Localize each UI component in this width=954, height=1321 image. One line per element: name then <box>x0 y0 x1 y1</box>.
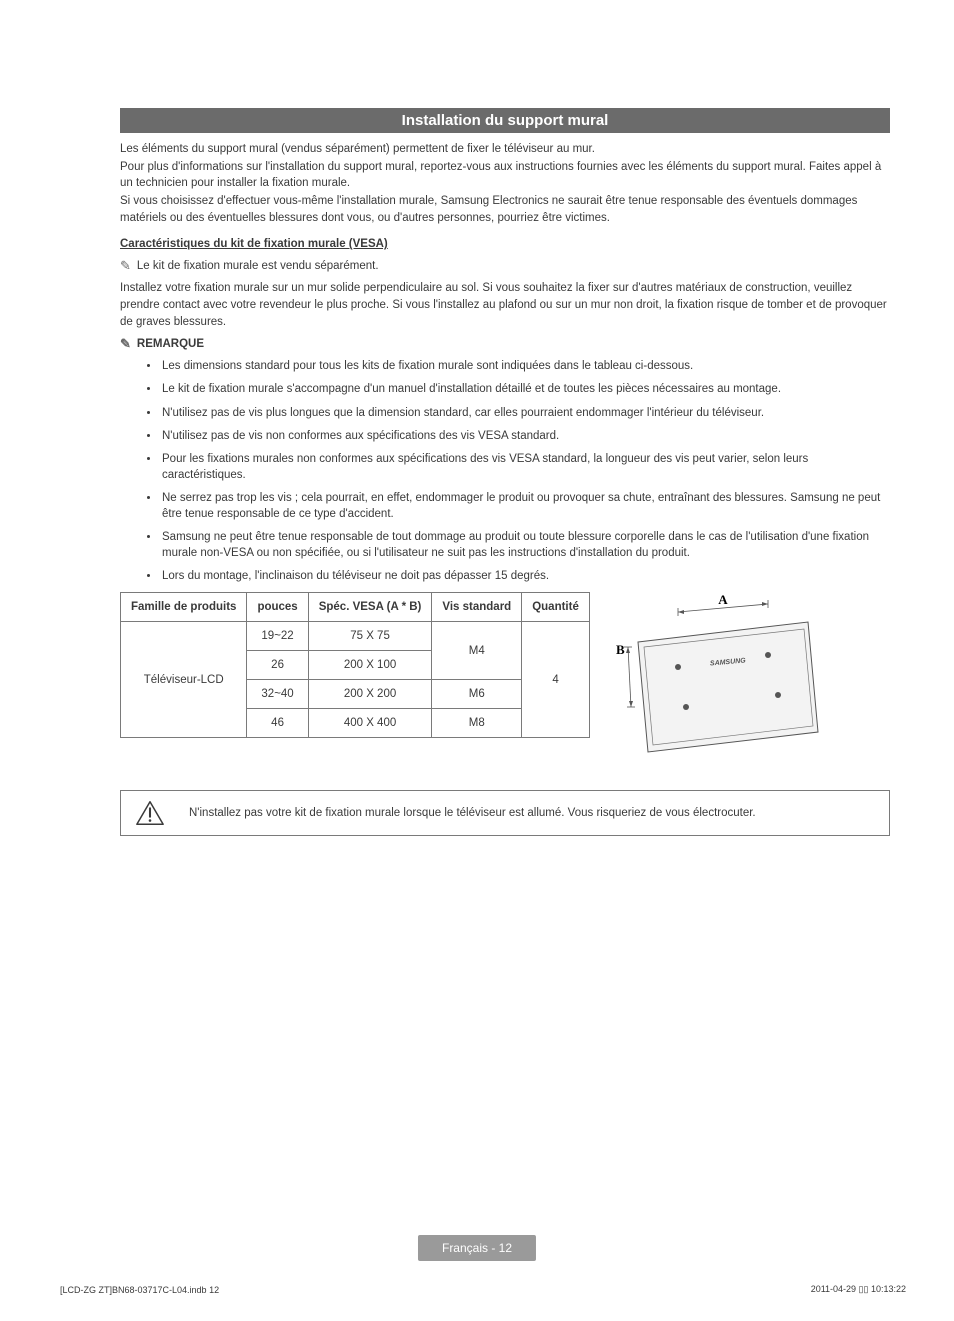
cell-qty: 4 <box>522 622 590 738</box>
remark-item: N'utilisez pas de vis plus longues que l… <box>160 405 890 421</box>
remark-item: Le kit de fixation murale s'accompagne d… <box>160 381 890 397</box>
cell-vesa: 400 X 400 <box>308 709 432 738</box>
page-number-pill: Français - 12 <box>418 1235 536 1261</box>
note-icon: ✎ <box>120 336 131 352</box>
vesa-spec-table: Famille de produits pouces Spéc. VESA (A… <box>120 592 590 738</box>
cell-product-family: Téléviseur-LCD <box>121 622 247 738</box>
cell-inches: 46 <box>247 709 308 738</box>
remark-item: N'utilisez pas de vis non conformes aux … <box>160 428 890 444</box>
table-header: Famille de produits <box>121 593 247 622</box>
page-number-text: Français - 12 <box>442 1241 512 1255</box>
table-header-row: Famille de produits pouces Spéc. VESA (A… <box>121 593 590 622</box>
cell-vesa: 200 X 100 <box>308 651 432 680</box>
document-page: Installation du support mural Les élémen… <box>0 0 954 876</box>
table-header: Spéc. VESA (A * B) <box>308 593 432 622</box>
intro-line: Si vous choisissez d'effectuer vous-même… <box>120 193 890 226</box>
footer-right-text: 2011-04-29 ▯▯ 10:13:22 <box>811 1284 906 1295</box>
tv-back-diagram: SAMSUNG A B <box>608 592 890 762</box>
remark-item: Ne serrez pas trop les vis ; cela pourra… <box>160 490 890 522</box>
cell-inches: 19~22 <box>247 622 308 651</box>
remarque-label: REMARQUE <box>137 338 204 350</box>
vesa-subheading: Caractéristiques du kit de fixation mura… <box>120 238 890 250</box>
cell-screw: M4 <box>432 622 522 680</box>
remarks-list: Les dimensions standard pour tous les ki… <box>120 358 890 584</box>
warning-icon <box>135 799 165 827</box>
cell-inches: 32~40 <box>247 680 308 709</box>
warning-box: N'installez pas votre kit de fixation mu… <box>120 790 890 836</box>
cell-vesa: 75 X 75 <box>308 622 432 651</box>
intro-line: Pour plus d'informations sur l'installat… <box>120 159 890 192</box>
table-header: Vis standard <box>432 593 522 622</box>
cell-vesa: 200 X 200 <box>308 680 432 709</box>
diagram-label-a: A <box>718 592 728 607</box>
kit-note-row: ✎ Le kit de fixation murale est vendu sé… <box>120 258 890 274</box>
table-header: pouces <box>247 593 308 622</box>
footer-left-text: [LCD-ZG ZT]BN68-03717C-L04.indb 12 <box>60 1285 219 1295</box>
kit-note-text: Le kit de fixation murale est vendu sépa… <box>137 260 379 272</box>
table-row: Téléviseur-LCD 19~22 75 X 75 M4 4 <box>121 622 590 651</box>
warning-text: N'installez pas votre kit de fixation mu… <box>189 807 756 819</box>
table-header: Quantité <box>522 593 590 622</box>
intro-line: Les éléments du support mural (vendus sé… <box>120 141 890 158</box>
cell-screw: M6 <box>432 680 522 709</box>
remark-item: Lors du montage, l'inclinaison du télévi… <box>160 568 890 584</box>
diagram-svg: SAMSUNG A B <box>608 592 828 762</box>
note-icon: ✎ <box>120 258 131 274</box>
section-title-bar: Installation du support mural <box>120 108 890 133</box>
intro-block: Les éléments du support mural (vendus sé… <box>120 141 890 226</box>
remark-item: Pour les fixations murales non conformes… <box>160 451 890 483</box>
cell-screw: M8 <box>432 709 522 738</box>
section-title: Installation du support mural <box>402 112 609 129</box>
cell-inches: 26 <box>247 651 308 680</box>
remark-item: Samsung ne peut être tenue responsable d… <box>160 529 890 561</box>
table-diagram-row: Famille de produits pouces Spéc. VESA (A… <box>120 592 890 762</box>
diagram-label-b: B <box>616 642 625 657</box>
install-note: Installez votre fixation murale sur un m… <box>120 280 890 330</box>
remark-item: Les dimensions standard pour tous les ki… <box>160 358 890 374</box>
remarque-heading: ✎ REMARQUE <box>120 336 890 352</box>
